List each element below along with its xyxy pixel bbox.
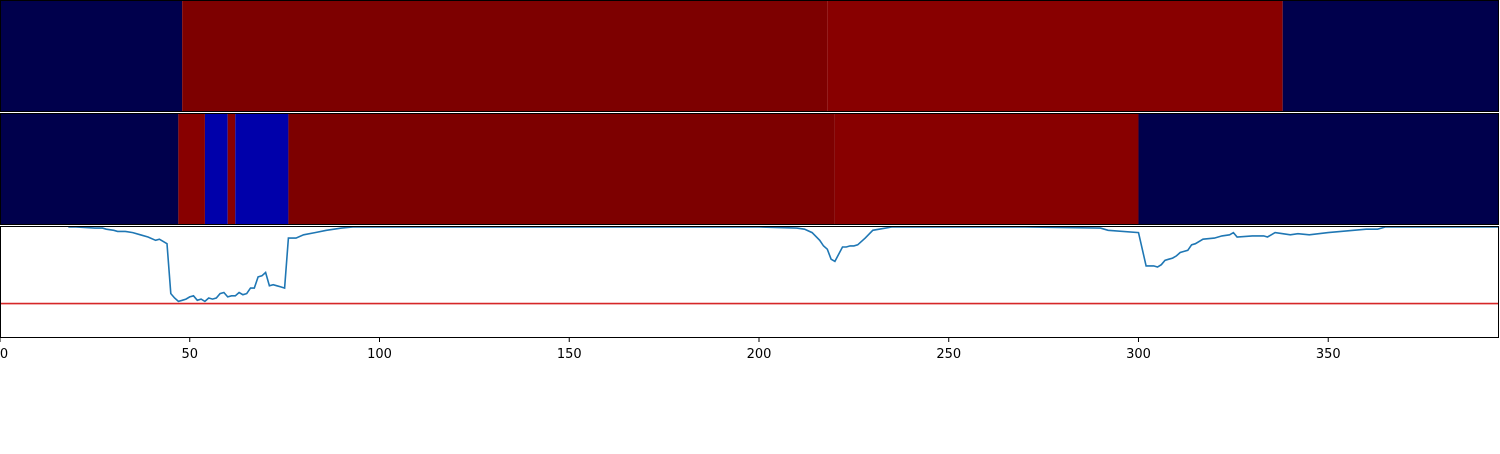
x-tick-label-150: 150	[557, 347, 582, 362]
heatmap-row-1-segment-2	[182, 0, 828, 112]
heatmap-row-1-segment-1	[0, 0, 183, 112]
line-panel	[0, 226, 1499, 305]
heatmap-row-2-segment-5	[235, 113, 289, 225]
x-tick-label-350: 350	[1316, 347, 1341, 362]
heatmap-layer	[0, 0, 1499, 225]
heatmap-row-2-segment-6	[288, 113, 835, 225]
x-tick-label-0: 0	[0, 347, 8, 362]
series-line	[68, 226, 1499, 303]
heatmap-row-2-segment-8	[1138, 113, 1499, 225]
heatmap-row-1-segment-4	[1282, 0, 1499, 112]
x-tick-label-200: 200	[747, 347, 772, 362]
x-axis: 0 50 100 150 200 250 300 350	[0, 338, 1341, 362]
panel-frames	[0, 0, 1499, 338]
panel-2-frame	[0, 113, 1499, 225]
x-tick-label-50: 50	[181, 347, 198, 362]
panel-3-frame	[0, 226, 1499, 338]
heatmap-row-2-segment-1	[0, 113, 179, 225]
panel-1-frame	[0, 0, 1499, 112]
heatmap-row-2-segment-2	[178, 113, 205, 225]
heatmap-row-2-segment-7	[834, 113, 1139, 225]
heatmap-row-2-segment-3	[204, 113, 228, 225]
x-tick-label-250: 250	[936, 347, 961, 362]
x-tick-label-100: 100	[367, 347, 392, 362]
heatmap-row-2-segment-4	[227, 113, 236, 225]
x-tick-label-300: 300	[1126, 347, 1151, 362]
heatmap-row-1-segment-3	[827, 0, 1283, 112]
